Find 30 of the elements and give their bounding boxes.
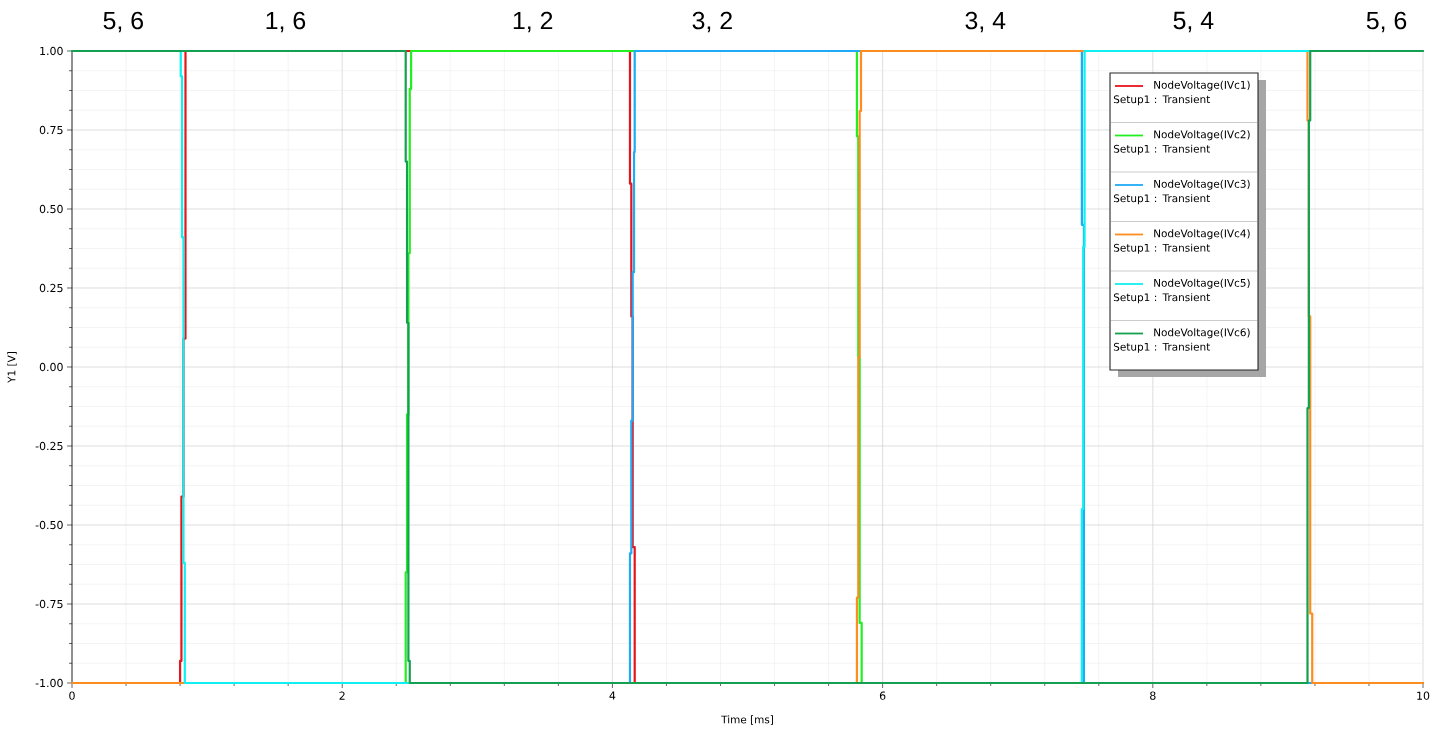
legend-label: NodeVoltage(IVc3) Setup1 : Transient: [1113, 179, 1250, 205]
text: 1, 6: [266, 11, 306, 33]
x-tick-label: 10: [1417, 691, 1430, 700]
x-tick-label: 0: [69, 691, 75, 700]
y-tick-label: -0.25: [35, 441, 63, 451]
text: 5, 6: [103, 11, 143, 33]
x-tick-label: 2: [339, 691, 345, 700]
y-tick-label: -0.75: [35, 599, 63, 609]
y-tick-label: -0.50: [35, 520, 63, 530]
x-axis-title: Time [ms]: [721, 715, 773, 725]
legend-label: NodeVoltage(IVc2) Setup1 : Transient: [1113, 130, 1250, 155]
x-tick-label: 8: [1150, 691, 1156, 700]
legend-label: NodeVoltage(IVc5) Setup1 : Transient: [1113, 278, 1250, 304]
y-tick-label: 1.00: [40, 46, 63, 56]
legend-label: NodeVoltage(IVc4) Setup1 : Transient: [1113, 229, 1250, 254]
legend-label: NodeVoltage(IVc1) Setup1 : Transient: [1113, 80, 1250, 106]
text: 5, 6: [1366, 11, 1407, 33]
text: 3, 2: [692, 11, 732, 33]
text: 1, 2: [513, 11, 553, 33]
x-tick-label: 6: [879, 691, 886, 700]
y-axis-title: Y1 [V]: [7, 352, 17, 383]
text: 3, 4: [965, 11, 1006, 33]
y-tick-label: -1.00: [35, 678, 63, 688]
y-tick-label: 0.75: [39, 125, 63, 135]
x-tick-label: 4: [609, 691, 616, 700]
y-tick-label: 0.00: [39, 362, 63, 372]
y-tick-label: 0.50: [39, 204, 63, 214]
legend-label: NodeVoltage(IVc6) Setup1 : Transient: [1113, 328, 1250, 353]
y-tick-label: 0.25: [39, 283, 63, 293]
text: 5, 4: [1173, 11, 1214, 33]
